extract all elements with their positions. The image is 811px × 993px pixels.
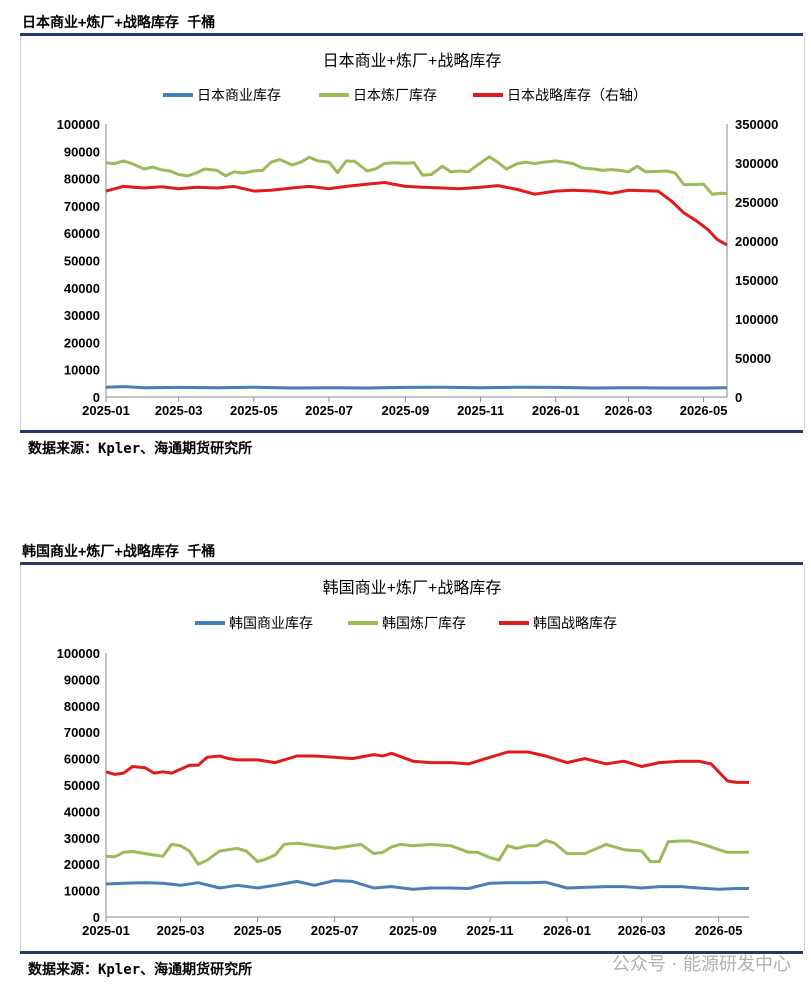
watermark: 公众号 · 能源研发中心 [611,954,791,975]
y-tick-label: 40000 [64,804,100,819]
header-rule-japan [20,33,803,36]
y-tick-label: 60000 [64,226,100,241]
y-tick-label: 20000 [64,335,100,350]
y-right-tick-label: 50000 [735,351,771,366]
y-tick-label: 90000 [64,672,100,687]
y-right-tick-label: 0 [735,390,742,405]
x-tick-label: 2026-05 [680,403,728,418]
x-tick-label: 2025-01 [82,403,130,418]
x-tick-label: 2025-01 [82,923,130,938]
series-line [105,838,749,866]
y-tick-label: 80000 [64,172,100,187]
y-right-tick-label: 300000 [735,156,778,171]
y-tick-label: 0 [93,390,100,405]
legend-label: 日本炼厂库存 [353,87,437,103]
y-tick-label: 90000 [64,144,100,159]
legend-label: 日本商业库存 [197,87,281,103]
legend-label: 韩国商业库存 [229,615,313,631]
series-line [105,750,749,784]
y-right-tick-label: 200000 [735,234,778,249]
y-right-tick-label: 100000 [735,312,778,327]
x-tick-label: 2025-07 [305,403,353,418]
series-line [105,385,728,390]
source-note-japan: 数据来源：Kpler、海通期货研究所 [28,441,253,457]
footer-rule-japan [20,430,803,433]
x-tick-label: 2026-05 [695,923,743,938]
legend-label: 韩国炼厂库存 [382,615,466,631]
y-tick-label: 10000 [64,884,100,899]
y-tick-label: 100000 [57,117,100,132]
x-tick-label: 2026-01 [543,923,591,938]
y-right-tick-label: 350000 [735,117,778,132]
y-tick-label: 10000 [64,363,100,378]
y-tick-label: 50000 [64,778,100,793]
footer-rule-korea [20,951,803,954]
x-tick-label: 2025-09 [382,403,430,418]
y-right-tick-label: 250000 [735,195,778,210]
x-tick-label: 2025-09 [389,923,437,938]
y-tick-label: 100000 [57,646,100,661]
y-tick-label: 70000 [64,725,100,740]
legend-label: 韩国战略库存 [533,615,617,631]
x-tick-label: 2025-05 [234,923,282,938]
source-note-korea: 数据来源：Kpler、海通期货研究所 [28,962,253,978]
x-tick-label: 2025-05 [230,403,278,418]
series-line [105,155,728,196]
x-tick-label: 2025-07 [311,923,359,938]
chart-panel-japan: 日本商业+炼厂+战略库存日本商业库存 日本炼厂库存 日本战略库存（右轴） 0 10000… [20,36,805,430]
x-tick-label: 2025-03 [157,923,205,938]
y-right-tick-label: 150000 [735,273,778,288]
section-header-korea: 韩国商业+炼厂+战略库存 千桶 [22,544,216,560]
y-tick-label: 30000 [64,308,100,323]
y-tick-label: 40000 [64,281,100,296]
x-tick-label: 2025-11 [467,923,514,938]
section-header-japan: 日本商业+炼厂+战略库存 千桶 [22,15,216,31]
y-tick-label: 50000 [64,254,100,269]
series-line [105,181,728,247]
chart-title: 韩国商业+炼厂+战略库存 [323,579,502,597]
x-tick-label: 2026-01 [532,403,580,418]
y-tick-label: 0 [93,910,100,925]
y-tick-label: 60000 [64,752,100,767]
y-tick-label: 80000 [64,699,100,714]
x-tick-label: 2025-11 [457,403,504,418]
chart-panel-korea: 韩国商业+炼厂+战略库存韩国商业库存 韩国炼厂库存 韩国战略库存 0 10000 2000… [20,565,805,951]
chart-title: 日本商业+炼厂+战略库存 [323,52,502,70]
header-rule-korea [20,562,803,565]
y-tick-label: 70000 [64,199,100,214]
x-tick-label: 2025-03 [155,403,203,418]
series-line [105,879,749,891]
y-tick-label: 20000 [64,857,100,872]
x-tick-label: 2026-03 [618,923,666,938]
x-tick-label: 2026-03 [605,403,653,418]
y-tick-label: 30000 [64,831,100,846]
legend-label: 日本战略库存（右轴） [507,87,647,103]
